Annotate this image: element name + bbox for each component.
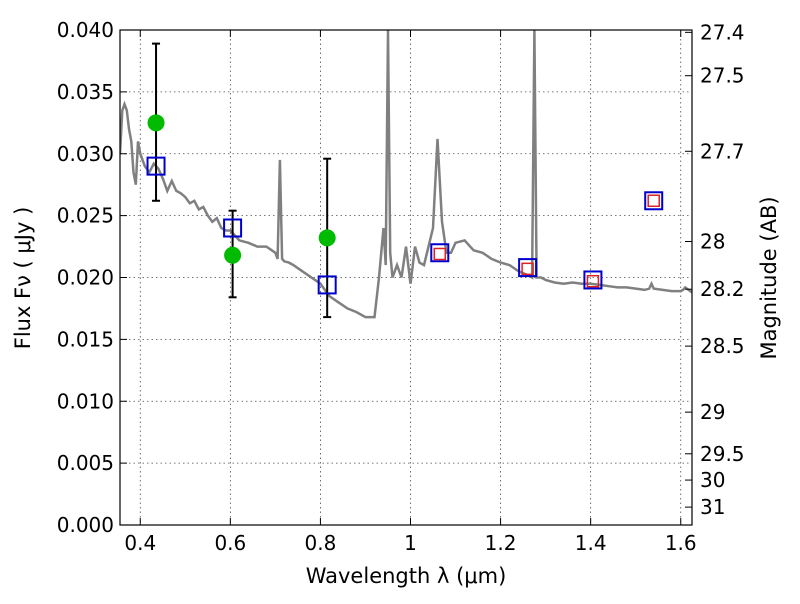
x-axis-label: Wavelength λ (μm) [306,564,507,588]
y-tick-label: 0.025 [57,204,114,228]
model-band-square-blue [518,258,538,278]
y-tick-label: 0.010 [57,389,114,413]
model-band-square-blue [146,156,166,176]
model-band-square-red [521,262,534,276]
x-tick-label: 1.2 [485,531,517,555]
y2-tick-label: 29.5 [700,442,745,466]
grid-layer [120,29,692,526]
x-tick-label: 0.8 [305,531,337,555]
observed-data-point [224,246,242,264]
y-tick-label: 0.035 [57,80,114,104]
y-tick-label: 0.005 [57,451,114,475]
y-tick-label: 0.030 [57,142,114,166]
y-axis-ticks: 0.000 0.005 0.010 0.015 0.020 0.025 0.030 0.035… [57,18,127,537]
plot-content [120,30,692,319]
x-tick-label: 0.6 [214,531,246,555]
model-band-square-blue [223,218,243,238]
x-tick-label: 1.4 [575,531,607,555]
error-bar-layer [152,42,332,319]
y2-tick-label: 29 [700,400,725,424]
y-tick-label: 0.015 [57,327,114,351]
y2-tick-label: 28.5 [700,334,745,358]
y2-tick-label: 28.2 [700,277,745,301]
model-square-layer [146,156,664,295]
observed-data-point [318,229,336,247]
model-spectrum-line [120,30,692,319]
model-band-square-blue [317,275,337,295]
y2-tick-label: 27.7 [700,139,745,163]
model-band-square-blue [644,191,664,211]
y2-axis-label: Magnitude (AB) [757,196,781,359]
x-tick-label: 1 [404,531,417,555]
y-tick-label: 0.040 [57,18,114,42]
y2-tick-label: 30 [700,468,725,492]
y2-tick-label: 28 [700,230,725,254]
observed-data-point [147,114,165,132]
model-band-square-red [433,247,447,261]
x-axis-ticks: 0.4 0.6 0.8 1 1.2 1.4 1.6 [124,30,697,555]
model-band-square-blue [583,270,603,290]
y2-tick-label: 27.5 [700,64,745,88]
model-band-square-blue [430,243,450,263]
y-tick-label: 0.020 [57,266,114,290]
y-axis-label: Flux Fν ( μJy ) [11,207,35,350]
observed-point-layer [147,114,336,264]
y2-tick-label: 27.4 [700,20,745,44]
y-tick-label: 0.000 [57,513,114,537]
model-band-square-red [647,194,660,208]
x-tick-label: 0.4 [124,531,156,555]
y2-axis-ticks: 27.4 27.5 27.7 28 28.2 28.5 29 29.530 31 [685,20,745,519]
x-tick-label: 1.6 [665,531,697,555]
model-band-square-red [586,274,600,288]
y2-tick-label: 31 [700,495,725,519]
